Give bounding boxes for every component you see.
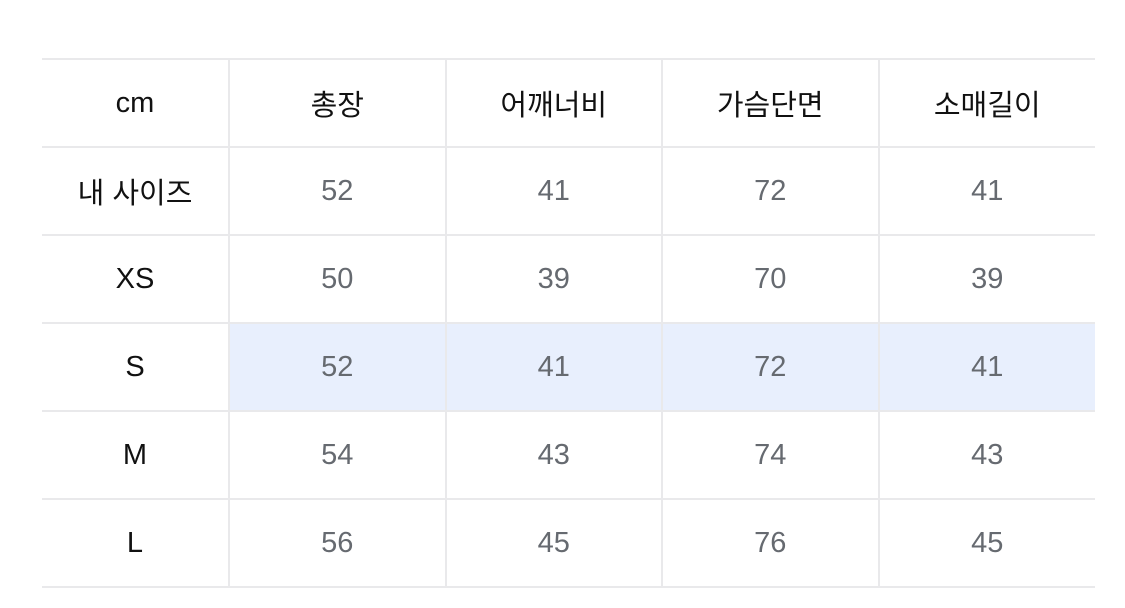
size-row[interactable]: M 54 43 74 43: [42, 410, 1095, 500]
measurement-cell: 54: [228, 410, 446, 500]
measurement-cell: 45: [444, 498, 662, 588]
size-row[interactable]: 내 사이즈 52 41 72 41: [42, 146, 1095, 236]
measurement-cell: 72: [661, 146, 879, 236]
column-header: 가슴단면: [661, 58, 879, 148]
measurement-cell: 41: [444, 322, 662, 412]
column-header: 소매길이: [877, 58, 1095, 148]
size-label: S: [42, 322, 229, 412]
size-label: 내 사이즈: [42, 146, 229, 236]
measurement-cell: 43: [444, 410, 662, 500]
measurement-cell: 41: [877, 322, 1095, 412]
column-header: cm: [42, 58, 229, 148]
measurement-cell: 74: [661, 410, 879, 500]
measurement-cell: 52: [228, 322, 446, 412]
size-label: M: [42, 410, 229, 500]
measurement-cell: 70: [661, 234, 879, 324]
measurement-cell: 39: [877, 234, 1095, 324]
measurement-cell: 39: [444, 234, 662, 324]
measurement-cell: 45: [877, 498, 1095, 588]
column-header: 총장: [228, 58, 446, 148]
measurement-cell: 56: [228, 498, 446, 588]
measurement-cell: 41: [444, 146, 662, 236]
column-header: 어깨너비: [444, 58, 662, 148]
size-row[interactable]: XS 50 39 70 39: [42, 234, 1095, 324]
size-chart-table: cm 총장 어깨너비 가슴단면 소매길이 내 사이즈 52 41 72 41 XS 50 39 70 39 S…: [42, 58, 1095, 588]
size-row[interactable]: S 52 41 72 41: [42, 322, 1095, 412]
size-label: L: [42, 498, 229, 588]
measurement-cell: 43: [877, 410, 1095, 500]
size-label: XS: [42, 234, 229, 324]
measurement-cell: 50: [228, 234, 446, 324]
measurement-cell: 76: [661, 498, 879, 588]
measurement-cell: 72: [661, 322, 879, 412]
measurement-cell: 41: [877, 146, 1095, 236]
size-row[interactable]: L 56 45 76 45: [42, 498, 1095, 588]
measurement-cell: 52: [228, 146, 446, 236]
header-row: cm 총장 어깨너비 가슴단면 소매길이: [42, 58, 1095, 148]
